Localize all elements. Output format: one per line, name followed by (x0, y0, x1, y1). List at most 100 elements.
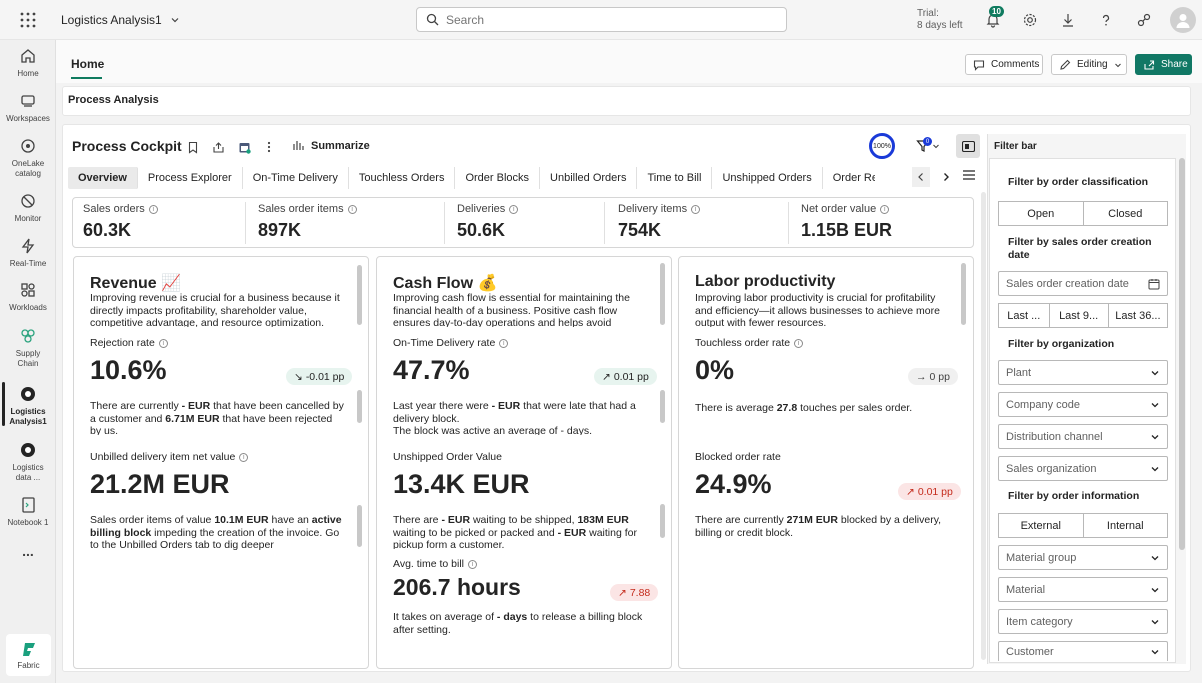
export-icon[interactable] (210, 139, 226, 155)
option-last-short[interactable]: Last ... (999, 304, 1050, 327)
user-avatar[interactable] (1170, 7, 1196, 33)
distribution-channel-dropdown[interactable]: Distribution channel (998, 424, 1168, 449)
filter-pane-toggle-icon[interactable] (956, 134, 980, 158)
description-scrollbar[interactable] (961, 263, 966, 325)
rail-item-real-time[interactable]: Real-Time (0, 236, 56, 269)
customer-dropdown[interactable]: Customer (998, 641, 1168, 661)
app-launcher-icon[interactable] (19, 11, 37, 29)
rail-item-notebook-1[interactable]: Notebook 1 (0, 495, 56, 528)
info-icon[interactable]: i (148, 204, 158, 214)
kpi-delivery-items: Delivery items i 754K (618, 203, 701, 241)
text-scrollbar[interactable] (357, 505, 362, 547)
more-options-icon[interactable]: ... (22, 543, 34, 559)
info-icon[interactable]: i (499, 338, 509, 348)
text-scrollbar[interactable] (357, 390, 362, 423)
rail-item-workloads[interactable]: Workloads (0, 280, 56, 313)
plant-dropdown[interactable]: Plant (998, 360, 1168, 385)
text-segment: have an (268, 514, 312, 526)
zoom-level-indicator[interactable]: 100% (869, 133, 895, 159)
rail-item-supply-chain[interactable]: Supply Chain (0, 326, 56, 369)
text-segment: waiting to be picked or packed and (393, 526, 558, 539)
material-group-dropdown[interactable]: Material group (998, 545, 1168, 570)
kpi-label: Sales orders (83, 203, 145, 215)
share-feedback-icon[interactable] (1134, 10, 1154, 30)
tab-order-re[interactable]: Order Re (832, 172, 875, 184)
tab-order-blocks[interactable]: Order Blocks (455, 167, 541, 189)
rail-item-home[interactable]: Home (0, 46, 56, 79)
info-icon[interactable]: i (794, 338, 804, 348)
sales-organization-dropdown[interactable]: Sales organization (998, 456, 1168, 481)
app-calendar-icon[interactable] (236, 139, 252, 155)
text-scrollbar[interactable] (660, 390, 665, 423)
page-list-menu-icon[interactable] (962, 169, 980, 185)
tabs-scroll-right-icon[interactable] (937, 167, 955, 187)
download-icon[interactable] (1058, 10, 1078, 30)
dropdown-label: Customer (1006, 645, 1054, 658)
tab-unshipped-orders[interactable]: Unshipped Orders (712, 167, 823, 189)
workspace-item-title[interactable]: Logistics Analysis1 (61, 13, 180, 27)
option-closed[interactable]: Closed (1108, 207, 1143, 220)
tab-process-explorer[interactable]: Process Explorer (138, 167, 243, 189)
item-category-dropdown[interactable]: Item category (998, 609, 1168, 634)
text-scrollbar[interactable] (660, 504, 665, 538)
material-dropdown[interactable]: Material (998, 577, 1168, 602)
metric-description: There is average 27.8 touches per sales … (695, 402, 950, 418)
rail-item-workspaces[interactable]: Workspaces (0, 91, 56, 124)
info-icon[interactable]: i (158, 338, 168, 348)
search-box[interactable] (416, 7, 787, 32)
text-segment: that have been rejected by us. (90, 412, 333, 436)
info-icon[interactable]: i (239, 452, 249, 462)
bookmark-icon[interactable] (185, 139, 201, 155)
comments-button[interactable]: Comments (965, 54, 1043, 75)
fabric-experience-switcher[interactable]: Fabric (6, 634, 51, 676)
fabric-label: Fabric (17, 661, 40, 670)
tab-overview[interactable]: Overview (68, 167, 138, 189)
option-external[interactable]: External (999, 514, 1084, 537)
order-origin-toggle: External Internal (998, 513, 1168, 538)
search-input[interactable] (446, 12, 766, 27)
comments-label: Comments (991, 59, 1040, 70)
filter-section-order-classification: Filter by order classification (1008, 176, 1149, 188)
tab-touchless-orders[interactable]: Touchless Orders (349, 167, 456, 189)
zoom-level-value: 100% (873, 142, 891, 150)
card-title: Cash Flow 💰 (393, 275, 498, 292)
info-icon[interactable]: i (468, 559, 478, 569)
tab-home[interactable]: Home (71, 57, 105, 71)
left-navigation-rail: Home Workspaces OneLake catalog Monitor … (0, 40, 56, 683)
rail-item-logistics-analysis1[interactable]: Logistics Analysis1 (0, 384, 56, 427)
tabs-scroll-left-icon[interactable] (912, 167, 930, 187)
info-icon[interactable]: i (691, 204, 701, 214)
tab-time-to-bill[interactable]: Time to Bill (637, 167, 713, 189)
filter-bar-scrollbar[interactable] (1179, 158, 1185, 550)
rail-item-onelake-catalog[interactable]: OneLake catalog (0, 136, 56, 179)
option-open[interactable]: Open (999, 202, 1084, 225)
option-last-9[interactable]: Last 9... (1050, 304, 1109, 327)
pencil-icon (1059, 59, 1071, 71)
description-scrollbar[interactable] (357, 265, 362, 325)
report-scrollbar[interactable] (981, 192, 986, 660)
company-code-dropdown[interactable]: Company code (998, 392, 1168, 417)
share-button[interactable]: Share (1135, 54, 1192, 75)
share-icon (1143, 59, 1155, 71)
info-icon[interactable]: i (347, 204, 357, 214)
help-icon[interactable] (1096, 10, 1116, 30)
info-icon[interactable]: i (880, 204, 890, 214)
description-scrollbar[interactable] (660, 263, 665, 325)
fabric-logo-icon (20, 640, 38, 658)
option-internal[interactable]: Internal (1106, 519, 1144, 532)
sparkle-icon (292, 139, 305, 152)
settings-gear-icon[interactable] (1020, 10, 1040, 30)
editing-mode-button[interactable]: Editing (1051, 54, 1127, 75)
more-options-vertical-icon[interactable] (261, 139, 277, 155)
tab-unbilled-orders[interactable]: Unbilled Orders (540, 167, 638, 189)
creation-date-picker[interactable]: Sales order creation date (998, 271, 1168, 296)
rail-item-monitor[interactable]: Monitor (0, 191, 56, 224)
summarize-button[interactable]: Summarize (292, 139, 370, 152)
text-segment: blocked by a delivery, billing or credit… (695, 514, 942, 539)
filter-section-organization: Filter by organization (1008, 338, 1115, 350)
trend-flat-arrow-icon: → (916, 370, 927, 383)
info-icon[interactable]: i (509, 204, 519, 214)
rail-item-logistics-data[interactable]: Logistics data ... (0, 440, 56, 483)
tab-on-time-delivery[interactable]: On-Time Delivery (243, 167, 349, 189)
option-last-36[interactable]: Last 36... (1115, 309, 1161, 322)
